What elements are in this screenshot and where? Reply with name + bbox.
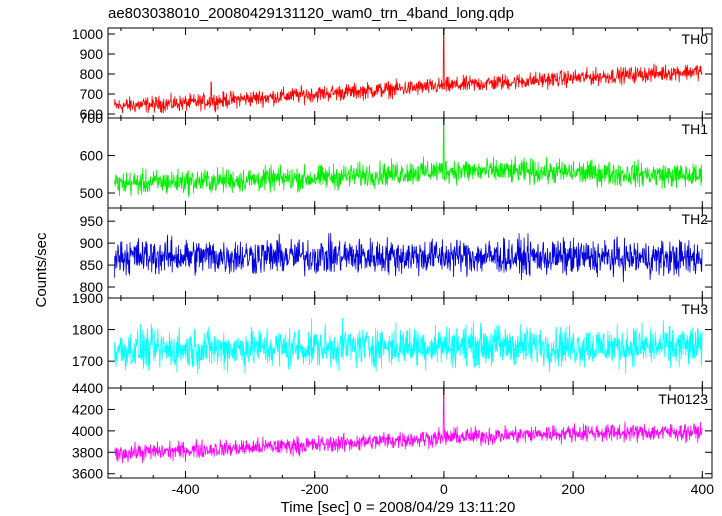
x-tick-label: -400 [172,481,200,497]
series-th1 [114,118,703,197]
series-th0123 [114,388,703,464]
y-tick-label: 700 [80,110,104,126]
panel-label: TH3 [682,301,709,317]
y-tick-label: 800 [80,66,104,82]
y-tick-label: 3600 [72,466,103,482]
y-tick-label: 4200 [72,401,103,417]
panel-label: TH0 [682,31,709,47]
y-tick-label: 4000 [72,423,103,439]
series-th2 [114,232,703,283]
panel-label: TH2 [682,211,709,227]
y-tick-label: 800 [80,279,104,295]
y-tick-label: 600 [80,148,104,164]
y-tick-label: 1900 [72,290,103,306]
panel-label: TH1 [682,121,709,137]
x-axis: -400 -200 0 200 400 [172,481,715,497]
y-tick-label: 1800 [72,322,103,338]
y-tick-label: 1000 [72,26,103,42]
panel-th2: 800 850 900 950 TH2 [80,207,713,299]
y-tick-label: 700 [80,86,104,102]
series-th0 [114,28,703,114]
panel-th0: 600 700 800 900 1000 TH0 [72,26,713,122]
y-tick-label: 900 [80,46,104,62]
x-tick-label: 200 [561,481,585,497]
y-tick-label: 4400 [72,380,103,396]
panel-frame [107,387,713,479]
y-tick-label: 500 [80,185,104,201]
panel-th1: 500 600 700 TH1 [80,110,713,209]
y-tick-label: 1700 [72,353,103,369]
y-tick-label: 900 [80,235,104,251]
panel-th3: 1700 1800 1900 TH3 [72,290,713,389]
y-tick-label: 850 [80,257,104,273]
panel-label: TH0123 [658,391,708,407]
chart-title: ae803038010_20080429131120_wam0_trn_4ban… [108,5,514,22]
y-tick-label: 950 [80,213,104,229]
panel-th0123: 3600 3800 4000 4200 4400 TH0123 [72,380,713,482]
x-tick-label: -200 [301,481,329,497]
x-axis-label: Time [sec] 0 = 2008/04/29 13:11:20 [281,499,516,516]
series-th3 [114,317,703,375]
x-tick-label: 0 [440,481,448,497]
y-tick-label: 600 [80,106,104,122]
y-tick-label: 3800 [72,444,103,460]
y-axis-label: Counts/sec [33,232,50,308]
x-tick-label: 400 [691,481,715,497]
